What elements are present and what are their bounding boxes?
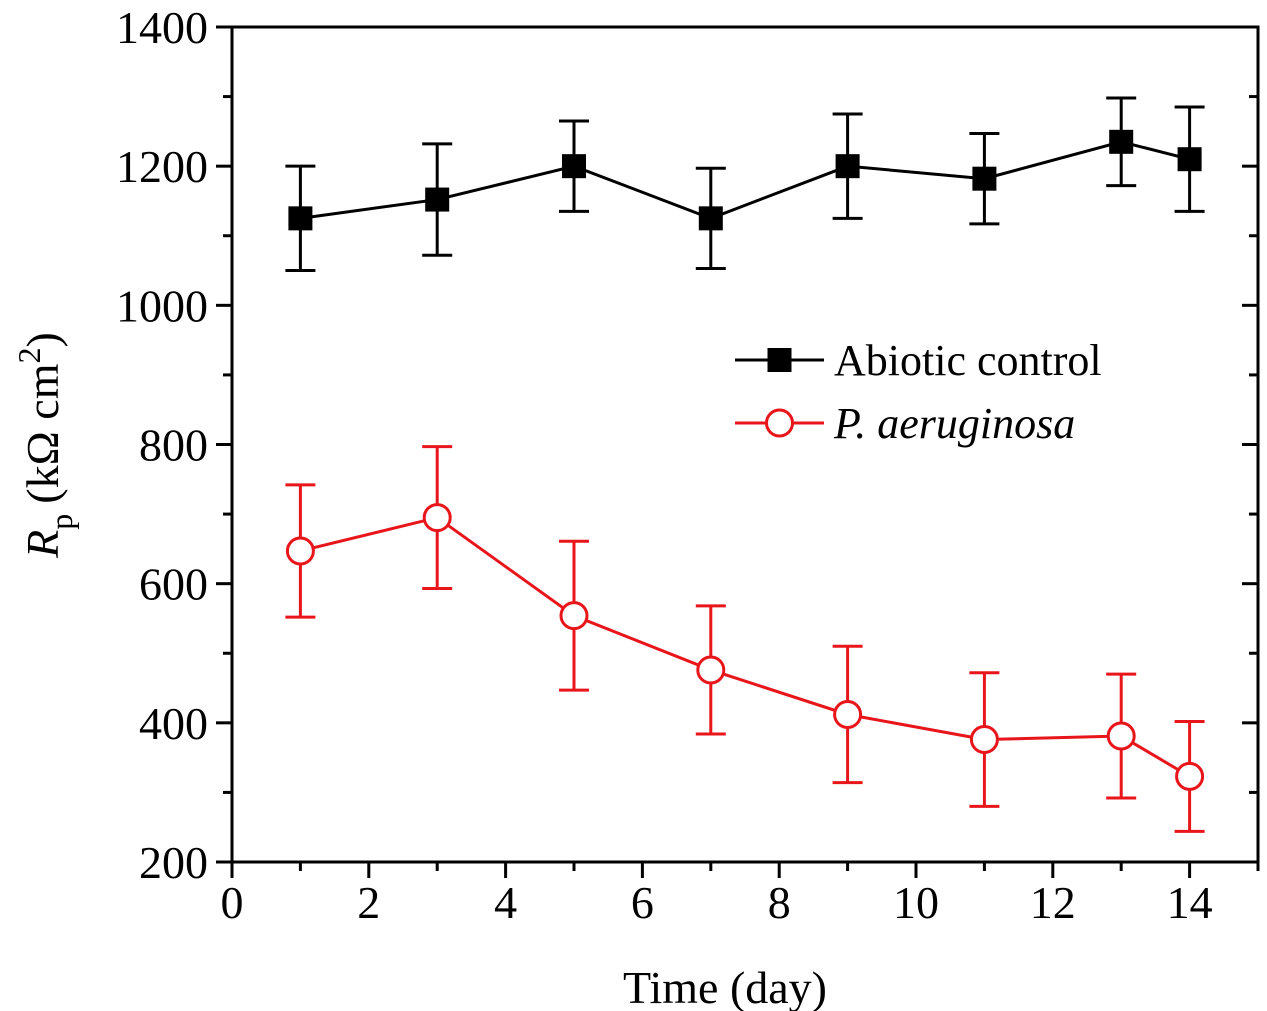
- data-point: [696, 655, 726, 685]
- legend-item-0: Abiotic control: [735, 336, 1102, 385]
- y-tick-label: 200: [139, 837, 208, 888]
- data-point: [698, 206, 723, 231]
- x-tick-label: 6: [631, 877, 654, 928]
- data-point: [1109, 129, 1134, 154]
- y-tick-label: 1000: [116, 280, 208, 331]
- x-tick-label: 2: [357, 877, 380, 928]
- x-tick-label: 8: [768, 877, 791, 928]
- legend-label: P. aeruginosa: [833, 399, 1075, 448]
- x-axis: 0 2 4 6 8 10 12 14: [221, 862, 1260, 928]
- y-axis: 200 400 600 800 1000 1200 1400: [116, 2, 1258, 888]
- data-point: [422, 503, 452, 533]
- legend-marker: [765, 408, 794, 438]
- y-tick-label: 600: [139, 559, 208, 610]
- data-point: [833, 699, 863, 729]
- legend: Abiotic control P. aeruginosa: [735, 336, 1102, 448]
- y-tick-label: 1400: [116, 2, 208, 53]
- y-tick-label: 800: [139, 420, 208, 471]
- data-point: [425, 187, 450, 212]
- legend-label: Abiotic control: [834, 336, 1102, 385]
- y-tick-label: 400: [139, 698, 208, 749]
- x-tick-label: 10: [893, 877, 939, 928]
- series-1: [285, 445, 1205, 833]
- x-tick-label: 4: [494, 877, 517, 928]
- data-point: [972, 166, 997, 191]
- y-axis-title-sub: p: [43, 514, 79, 530]
- series-line: [300, 140, 1190, 220]
- data-point: [559, 601, 589, 631]
- x-axis-title: Time (day): [623, 962, 827, 1011]
- data-point: [1177, 147, 1202, 172]
- y-axis-title-units: (kΩ cm: [17, 363, 68, 503]
- data-point: [1175, 761, 1205, 791]
- data-point: [969, 725, 999, 755]
- data-point: [1106, 721, 1136, 751]
- x-tick-label: 12: [1030, 877, 1076, 928]
- data-point: [285, 536, 315, 566]
- data-point: [288, 206, 313, 231]
- y-axis-title-close: ): [17, 332, 68, 347]
- x-tick-label: 14: [1167, 877, 1213, 928]
- y-axis-title: Rp (kΩ cm2): [11, 332, 79, 559]
- data-point: [562, 154, 586, 179]
- y-tick-label: 1200: [116, 141, 208, 192]
- y-axis-title-main: R: [17, 530, 68, 559]
- svg-text:Rp(kΩ cm2): Rp (kΩ cm2): [11, 332, 79, 559]
- series-line: [300, 515, 1191, 778]
- series-layer: [285, 96, 1205, 833]
- legend-marker: [767, 348, 792, 372]
- y-axis-title-sup: 2: [11, 348, 47, 364]
- data-point: [835, 154, 860, 179]
- x-tick-label: 0: [221, 877, 244, 928]
- series-0: [285, 96, 1205, 273]
- legend-item-1: P. aeruginosa: [735, 399, 1075, 448]
